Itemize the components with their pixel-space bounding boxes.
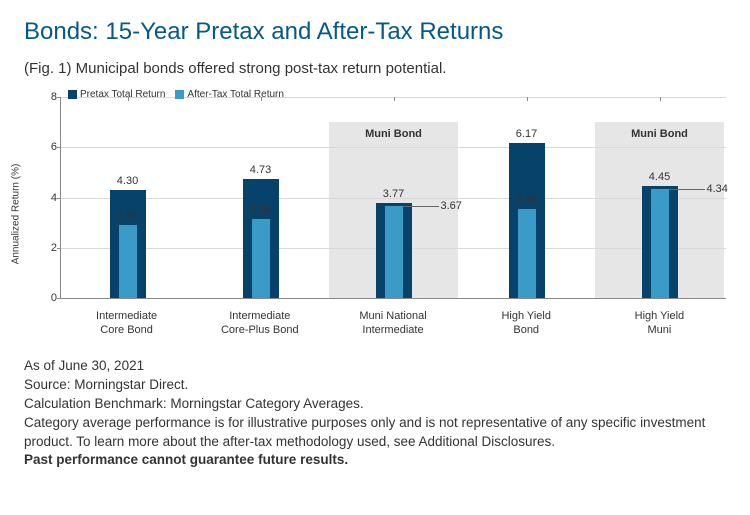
x-tick-mark	[660, 97, 661, 101]
pretax-value: 4.45	[649, 171, 670, 183]
footer-disclaimer: Category average performance is for illu…	[24, 414, 726, 452]
pretax-value: 4.30	[117, 175, 138, 187]
plot-area: 4.302.914.733.15Muni Bond3.773.676.173.5…	[60, 97, 726, 299]
chart-legend: Pretax Total Return After-Tax Total Retur…	[68, 89, 284, 100]
pretax-bar: 3.77	[376, 203, 412, 298]
aftertax-bar	[651, 189, 669, 298]
chart-footer: As of June 30, 2021 Source: Morningstar …	[24, 357, 726, 470]
footer-date: As of June 30, 2021	[24, 357, 726, 376]
y-tick-label: 2	[41, 242, 57, 254]
x-axis-label: Muni NationalIntermediate	[326, 303, 459, 339]
x-axis-label: High YieldBond	[460, 303, 593, 339]
y-tick-label: 0	[41, 292, 57, 304]
y-tick-mark	[57, 147, 61, 148]
aftertax-value: 3.67	[441, 200, 462, 212]
x-axis-label: IntermediateCore-Plus Bond	[193, 303, 326, 339]
aftertax-value: 3.56	[516, 194, 537, 206]
legend-item: After-Tax Total Return	[175, 89, 284, 100]
pretax-bar: 4.45	[642, 186, 678, 298]
x-axis-label: High YieldMuni	[593, 303, 726, 339]
pretax-bar: 4.302.91	[110, 190, 146, 298]
page-title: Bonds: 15-Year Pretax and After-Tax Retu…	[24, 18, 726, 46]
pretax-value: 3.77	[383, 188, 404, 200]
callout-line	[403, 206, 439, 207]
footer-source: Source: Morningstar Direct.	[24, 376, 726, 395]
aftertax-bar	[385, 206, 403, 298]
legend-label: After-Tax Total Return	[187, 89, 284, 100]
x-axis-label: IntermediateCore Bond	[60, 303, 193, 339]
muni-label: Muni Bond	[593, 128, 726, 140]
x-tick-mark	[394, 97, 395, 101]
callout-line	[669, 189, 705, 190]
legend-item: Pretax Total Return	[68, 89, 165, 100]
aftertax-bar: 3.15	[252, 219, 270, 298]
aftertax-bar: 3.56	[518, 209, 536, 298]
x-axis-labels: IntermediateCore BondIntermediateCore-Pl…	[60, 303, 726, 339]
aftertax-value: 2.91	[117, 210, 138, 222]
y-tick-label: 6	[41, 141, 57, 153]
legend-swatch	[175, 90, 184, 99]
pretax-bar: 4.733.15	[243, 179, 279, 298]
y-tick-mark	[57, 198, 61, 199]
muni-label: Muni Bond	[327, 128, 460, 140]
footer-benchmark: Calculation Benchmark: Morningstar Categ…	[24, 395, 726, 414]
x-tick-mark	[527, 97, 528, 101]
pretax-value: 6.17	[516, 128, 537, 140]
y-tick-mark	[57, 248, 61, 249]
legend-label: Pretax Total Return	[80, 89, 165, 100]
y-tick-label: 4	[41, 192, 57, 204]
y-axis-label: Annualized Return (%)	[11, 164, 22, 265]
figure-caption: (Fig. 1) Municipal bonds offered strong …	[24, 60, 726, 77]
footer-warning: Past performance cannot guarantee future…	[24, 451, 726, 470]
y-tick-label: 8	[41, 91, 57, 103]
aftertax-value: 4.34	[707, 183, 728, 195]
grid-line	[61, 147, 726, 148]
y-tick-mark	[57, 298, 61, 299]
aftertax-value: 3.15	[250, 204, 271, 216]
legend-swatch	[68, 90, 77, 99]
bar-chart: Annualized Return (%) Pretax Total Retur…	[24, 89, 726, 339]
pretax-value: 4.73	[250, 164, 271, 176]
pretax-bar: 6.173.56	[509, 143, 545, 298]
aftertax-bar: 2.91	[119, 225, 137, 298]
y-tick-mark	[57, 97, 61, 98]
